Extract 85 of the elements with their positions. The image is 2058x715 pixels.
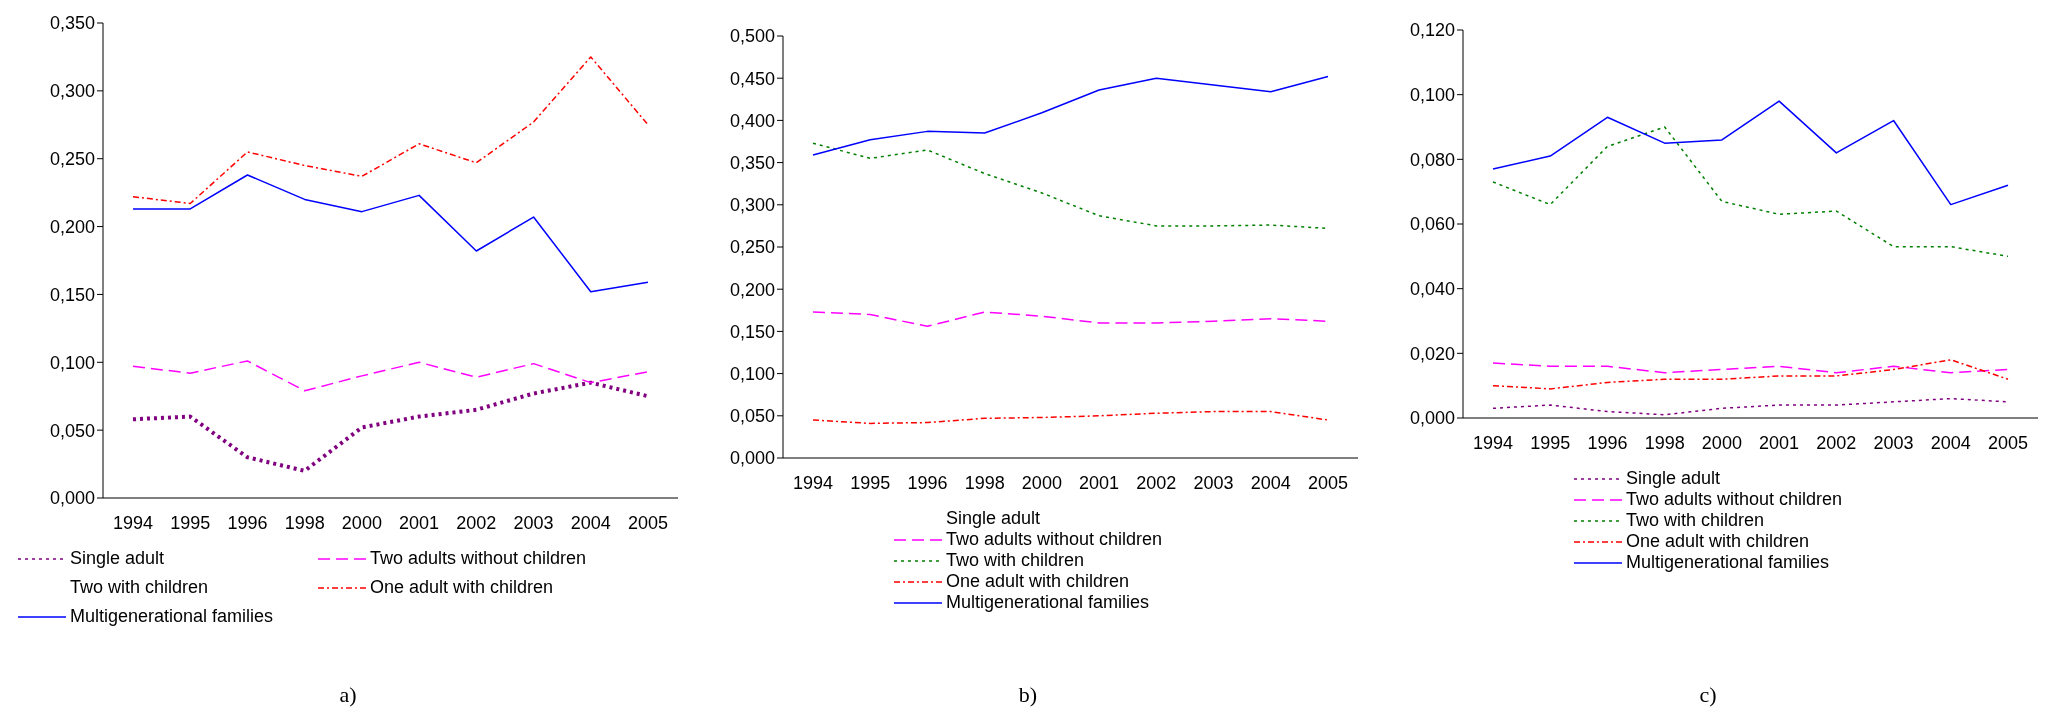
x-tick-label: 2003	[513, 512, 554, 533]
line-series	[132, 174, 649, 293]
line-series	[131, 380, 650, 473]
y-tick-label: 0,050	[49, 420, 95, 441]
x-tick-label: 2001	[1759, 432, 1800, 453]
y-tick-label: 0,250	[729, 237, 775, 258]
line-series	[132, 360, 649, 392]
legend-label: Two adults without children	[1625, 489, 1843, 510]
y-tick-label: 0,350	[729, 152, 775, 173]
legend-label: Two with children	[1625, 510, 1764, 531]
legend-label: Multigenerational families	[70, 606, 274, 627]
x-tick-label: 1994	[1472, 432, 1514, 453]
x-tick-label: 2002	[1816, 432, 1857, 453]
y-tick-label: 0,350	[49, 13, 95, 34]
x-tick-label: 2000	[1021, 472, 1062, 493]
line-series	[1492, 100, 2009, 206]
y-tick-label: 0,150	[49, 284, 95, 305]
y-tick-label: 0,200	[729, 279, 775, 300]
y-tick-label: 0,000	[1409, 408, 1455, 429]
y-tick-label: 0,300	[49, 81, 95, 102]
x-tick-label: 2000	[341, 512, 382, 533]
line-series	[1492, 362, 2009, 374]
legend-label: Single adult	[70, 548, 165, 569]
line-series	[1492, 359, 2009, 390]
y-tick-label: 0,050	[729, 406, 775, 427]
x-tick-label: 2002	[1136, 472, 1177, 493]
y-tick-label: 0,100	[49, 352, 95, 373]
legend-label: One adult with children	[945, 571, 1130, 592]
x-tick-label: 2005	[1307, 472, 1349, 493]
x-tick-label: 1996	[227, 512, 268, 533]
legend-label: Single adult	[1625, 468, 1721, 489]
legend-label: Multigenerational families	[945, 592, 1150, 613]
x-tick-label: 1998	[284, 512, 325, 533]
x-tick-label: 1998	[964, 472, 1005, 493]
x-tick-label: 2000	[1701, 432, 1742, 453]
x-tick-label: 1995	[1530, 432, 1571, 453]
legend-label: Two with children	[945, 550, 1084, 571]
y-tick-label: 0,500	[729, 26, 775, 47]
line-series	[812, 75, 1329, 156]
x-tick-label: 2004	[1250, 472, 1291, 493]
text: a)	[338, 682, 358, 708]
x-tick-label: 2002	[456, 512, 497, 533]
legend-label: Two adults without children	[945, 529, 1163, 550]
line-series	[1492, 126, 2009, 258]
y-tick-label: 0,000	[49, 488, 95, 509]
legend-label: One adult with children	[1625, 531, 1810, 552]
y-tick-label: 0,100	[1409, 85, 1455, 106]
x-tick-label: 2005	[1987, 432, 2029, 453]
y-tick-label: 0,150	[729, 321, 775, 342]
y-tick-label: 0,450	[729, 68, 775, 89]
x-tick-label: 2001	[399, 512, 440, 533]
x-tick-label: 1995	[850, 472, 891, 493]
legend-label: One adult with children	[370, 577, 554, 598]
x-tick-label: 1998	[1644, 432, 1685, 453]
x-tick-label: 2004	[570, 512, 611, 533]
line-series	[132, 56, 649, 205]
y-tick-label: 0,120	[1409, 20, 1455, 41]
x-tick-label: 1994	[112, 512, 154, 533]
text: b)	[1017, 682, 1039, 708]
y-tick-label: 0,000	[729, 448, 775, 469]
y-tick-label: 0,020	[1409, 343, 1455, 364]
text: Single adult	[945, 508, 1041, 529]
x-tick-label: 2003	[1873, 432, 1914, 453]
y-tick-label: 0,060	[1409, 214, 1455, 235]
legend-label: Two adults without children	[370, 548, 587, 569]
y-tick-label: 0,200	[49, 216, 95, 237]
x-tick-label: 2003	[1193, 472, 1234, 493]
y-tick-label: 0,400	[729, 110, 775, 131]
text: Two with children	[70, 577, 209, 598]
line-series	[1492, 397, 2009, 416]
x-tick-label: 1994	[792, 472, 834, 493]
line-series	[812, 410, 1329, 425]
text: c)	[1698, 682, 1718, 708]
x-tick-label: 1995	[170, 512, 211, 533]
y-tick-label: 0,040	[1409, 279, 1455, 300]
x-tick-label: 2001	[1079, 472, 1120, 493]
x-tick-label: 2005	[627, 512, 669, 533]
x-tick-label: 1996	[1587, 432, 1628, 453]
y-tick-label: 0,300	[729, 195, 775, 216]
y-tick-label: 0,250	[49, 149, 95, 170]
y-tick-label: 0,100	[729, 363, 775, 384]
legend-label: Multigenerational families	[1625, 552, 1830, 573]
y-tick-label: 0,080	[1409, 149, 1455, 170]
x-tick-label: 2004	[1930, 432, 1971, 453]
x-tick-label: 1996	[907, 472, 948, 493]
